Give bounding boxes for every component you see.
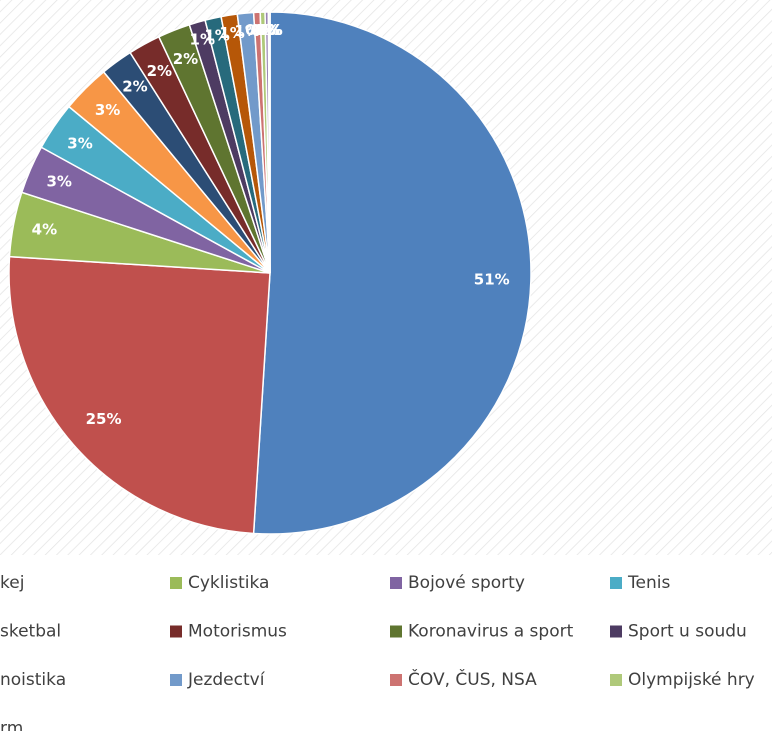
legend-label: Jezdectví (187, 670, 266, 690)
data-label: 2% (122, 78, 147, 96)
data-label: 0% (257, 21, 282, 39)
legend-label: Olympijské hry (628, 670, 755, 690)
legend-label: noistika (0, 670, 66, 690)
data-label: 1% (190, 30, 215, 48)
legend-label: Motorismus (188, 622, 287, 642)
data-label: 3% (46, 172, 71, 190)
data-label: 0% (254, 21, 279, 39)
data-label: 51% (474, 270, 510, 288)
data-label: 3% (95, 101, 120, 119)
pie-slice (252, 11, 532, 535)
legend-label: Tenis (627, 573, 670, 593)
legend-label: sketbal (0, 622, 61, 642)
legend-label: kej (0, 573, 24, 593)
data-label: 4% (32, 220, 57, 238)
legend-marker (170, 674, 182, 686)
data-label: 0% (250, 21, 275, 39)
legend-marker (390, 625, 402, 638)
data-label: 3% (67, 134, 92, 152)
data-label: 1% (204, 27, 229, 45)
legend-label: Cyklistika (188, 573, 269, 593)
data-label: 1% (234, 22, 259, 40)
legend-label: rm (0, 719, 23, 731)
legend-marker (390, 674, 402, 686)
legend-label: Sport u soudu (628, 622, 747, 642)
data-label: 25% (86, 410, 122, 428)
legend-marker (610, 577, 622, 589)
legend-label: ČOV, ČUS, NSA (408, 668, 537, 690)
legend-marker (170, 577, 182, 589)
legend-marker (610, 674, 622, 686)
data-label: 1% (219, 24, 244, 42)
data-label: 0% (245, 21, 270, 39)
pie-slice (8, 255, 271, 535)
legend-label: Koronavirus a sport (408, 622, 574, 642)
data-label: 2% (173, 50, 198, 68)
legend-marker (390, 577, 402, 589)
legend-marker (170, 625, 182, 638)
data-label: 2% (147, 62, 172, 80)
legend-marker (610, 625, 622, 638)
data-label: 0% (257, 21, 282, 39)
legend-label: Bojové sporty (408, 573, 525, 593)
